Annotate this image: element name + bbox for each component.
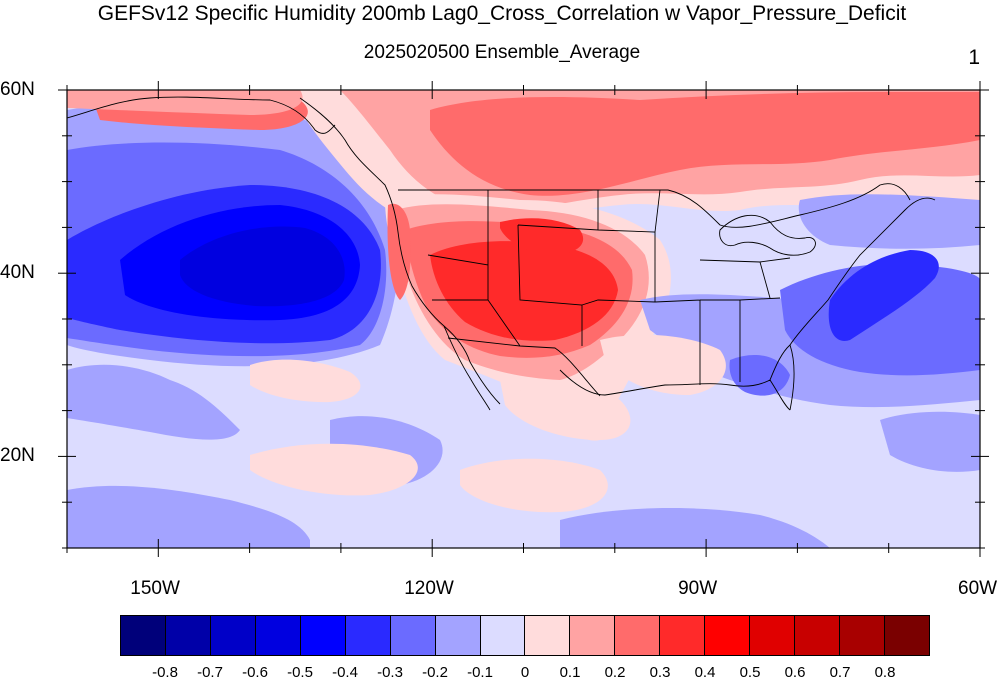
colorbar-swatch [705,616,751,655]
east-neg-06 [729,355,790,396]
coast-pos-01 [387,203,411,300]
colorbar-label: 0 [520,664,530,681]
canada-pos-03 [430,92,980,196]
trop-neg-04 [560,508,830,548]
colorbar-label: 0.8 [874,664,896,681]
colorbar-label: 0.2 [604,664,626,681]
trop-pos-02 [250,443,418,496]
colorbar-swatch [210,616,256,655]
colorbar [120,615,930,656]
gulf-coastline [559,369,791,411]
colorbar-swatch [255,616,301,655]
state-lines [427,189,791,385]
trop-neg-01 [67,364,240,440]
colorbar-swatch [525,616,571,655]
baja-coast [443,325,491,411]
colorbar-label: 0.6 [784,664,806,681]
chart-title: GEFSv12 Specific Humidity 200mb Lag0_Cro… [97,2,907,25]
colorbar-label: -0.2 [422,664,448,681]
colorbar-label: 0.5 [739,664,761,681]
colorbar-swatch [300,616,346,655]
canada-pos-05 [67,90,303,115]
geography-lines [67,96,936,411]
chart-subtitle: 2025020500 Ensemble_Average [363,42,641,63]
lon-tick-label: 120W [404,578,454,599]
colorbar-label: -0.6 [242,664,268,681]
pacific-neg-05 [180,226,345,307]
colorbar-label: -0.5 [287,664,313,681]
colorbar-label: -0.8 [152,664,178,681]
colorbar-label: 0.1 [559,664,581,681]
colorbar-label: 0.4 [694,664,716,681]
colorbar-swatch [795,616,840,655]
colorbar-swatch [390,616,436,655]
lon-tick-label: 60W [958,578,998,599]
trop-pos-01 [250,359,361,403]
lon-tick-label: 90W [678,578,718,599]
colorbar-swatch [345,616,391,655]
east-neg-04 [798,194,980,249]
colorbar-swatch [660,616,706,655]
colorbar-swatch [750,616,796,655]
colorbar-swatch [615,616,661,655]
colorbar-swatch [435,616,481,655]
colorbar-swatch [840,616,885,655]
us-canada-border [398,183,911,228]
map-field [67,90,980,548]
colorbar-swatch [121,616,166,655]
gulf-pos-01 [600,334,726,395]
colorbar-label: -0.3 [377,664,403,681]
east-neg-05 [880,411,980,472]
us-mexico-border [447,337,601,397]
colorbar-swatch [884,616,929,655]
member-label: 1 [968,46,980,69]
trop-neg-02 [67,485,310,548]
atlantic-coastline [789,197,936,346]
colorbar-label: 0.7 [829,664,851,681]
lon-tick-label: 150W [130,578,180,599]
lat-tick-label: 20N [0,445,35,467]
colorbar-label: -0.1 [467,664,493,681]
colorbar-label: -0.4 [332,664,358,681]
west-coastline [299,97,501,405]
trop-pos-03 [460,458,608,513]
florida-coast [769,344,795,411]
lat-tick-label: 60N [0,79,35,100]
colorbar-swatch [570,616,616,655]
west-pos-04 [430,241,618,341]
alaska-coast [67,96,336,134]
colorbar-label: -0.7 [197,664,223,681]
colorbar-swatch [165,616,211,655]
colorbar-label: 0.3 [649,664,671,681]
east-neg-03 [828,250,939,341]
lat-tick-label: 40N [0,262,35,284]
colorbar-swatch [480,616,526,655]
axis-ticks [58,81,989,557]
